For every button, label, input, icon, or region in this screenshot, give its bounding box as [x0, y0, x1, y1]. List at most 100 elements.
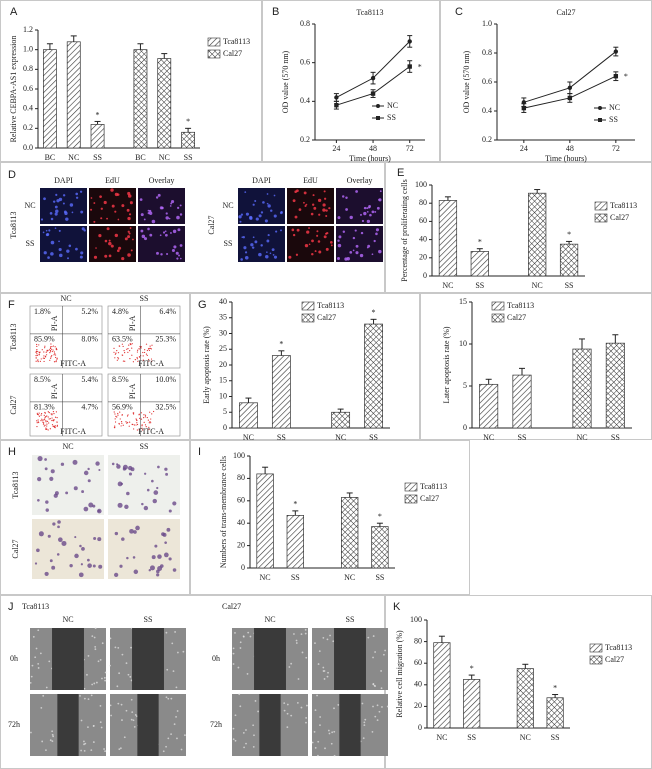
event-dot	[35, 357, 37, 359]
cell-spot	[109, 664, 111, 667]
y-axis-label: Relative cell migration (%)	[395, 630, 404, 718]
cell-spot	[337, 239, 340, 242]
event-dot	[120, 421, 123, 423]
x-tick-label: 24	[520, 144, 528, 153]
event-dot	[116, 416, 118, 418]
cell-spot	[345, 208, 348, 211]
event-dot	[126, 415, 129, 417]
cell-spot	[247, 631, 250, 634]
event-dot	[44, 418, 46, 420]
cell-spot	[354, 229, 357, 232]
cell-spot	[44, 571, 49, 577]
quadrant-value: 6.4%	[159, 307, 176, 316]
cell-spot	[99, 704, 102, 707]
cell-spot	[143, 505, 149, 511]
bar	[479, 383, 499, 429]
event-dot	[127, 414, 129, 416]
y-tick-label: 0.4	[482, 106, 492, 115]
cell-spot	[288, 255, 292, 259]
y-tick-label: 100	[415, 180, 427, 189]
event-dot	[131, 343, 133, 345]
legend-label: Cal27	[420, 494, 439, 503]
cell-spot	[376, 719, 379, 722]
cell-spot	[337, 704, 340, 706]
event-dot	[37, 414, 39, 416]
event-dot	[36, 420, 38, 422]
cell-spot	[40, 706, 43, 709]
cell-spot	[132, 719, 135, 722]
event-dot	[36, 412, 38, 414]
event-dot	[136, 356, 138, 359]
event-dot	[115, 352, 117, 354]
cell-spot	[99, 721, 102, 724]
y-tick-label: 0	[418, 723, 422, 732]
cell-spot	[328, 732, 331, 735]
cell-spot	[58, 247, 62, 252]
event-dot	[40, 358, 42, 360]
event-dot	[55, 347, 58, 349]
cell-spot	[44, 458, 47, 461]
cell-spot	[69, 203, 74, 207]
y-tick-label: 15	[459, 297, 467, 306]
x-tick-label: SS	[375, 573, 384, 582]
cell-spot	[151, 219, 156, 224]
cell-spot	[125, 709, 128, 712]
cell-spot	[179, 204, 182, 207]
cell-spot	[80, 563, 83, 566]
cell-spot	[311, 252, 314, 256]
event-dot	[124, 360, 126, 362]
cell-spot	[232, 738, 235, 741]
cell-spot	[360, 231, 364, 235]
wound-gap	[52, 628, 84, 690]
cell-spot	[148, 569, 151, 572]
y-tick-label: 0.4	[23, 103, 33, 112]
row-label: NC	[222, 201, 233, 210]
flow-axis-label: FITC-A	[60, 427, 86, 436]
event-dot	[118, 423, 120, 425]
event-dot	[136, 423, 139, 426]
event-dot	[129, 350, 131, 352]
cell-spot	[373, 239, 376, 243]
cell-spot	[170, 697, 173, 700]
cell-spot	[266, 251, 268, 253]
cell-spot	[352, 236, 356, 240]
cell-spot	[88, 502, 94, 508]
panel-frame	[0, 293, 190, 440]
cell-spot	[97, 660, 100, 663]
cell-spot	[155, 196, 159, 199]
cell-spot	[114, 646, 117, 649]
column-label: NC	[60, 294, 71, 303]
event-dot	[52, 425, 54, 427]
y-tick-label: 60	[414, 658, 422, 667]
event-dot	[42, 421, 44, 423]
cell-spot	[275, 230, 278, 233]
cell-spot	[366, 210, 369, 213]
cell-spot	[148, 211, 153, 215]
legend-swatch	[301, 301, 315, 311]
event-dot	[151, 413, 153, 415]
cell-spot	[254, 240, 258, 244]
x-tick-label: SS	[565, 281, 574, 290]
cell-spot	[93, 536, 97, 540]
cell-spot	[313, 206, 317, 210]
y-tick-label: 0.8	[23, 64, 33, 73]
cell-spot	[80, 749, 83, 752]
event-dot	[136, 358, 138, 360]
bar	[559, 243, 579, 277]
event-dot	[51, 348, 53, 350]
cell-spot	[301, 651, 304, 654]
cell-spot	[363, 721, 366, 724]
event-dot	[56, 421, 58, 423]
event-dot	[50, 343, 52, 345]
cell-spot	[376, 206, 380, 210]
cell-spot	[54, 212, 58, 216]
cell-spot	[75, 247, 78, 251]
event-dot	[128, 425, 130, 427]
cell-spot	[295, 253, 299, 256]
cell-spot	[146, 488, 150, 492]
micrograph	[336, 188, 383, 224]
event-dot	[48, 422, 50, 424]
cell-spot	[271, 248, 275, 252]
cell-spot	[252, 236, 255, 239]
cell-spot	[116, 249, 120, 253]
